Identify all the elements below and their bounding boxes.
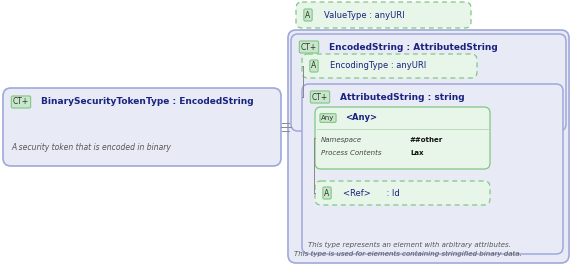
Text: EncodedString : AttributedString: EncodedString : AttributedString (329, 43, 498, 51)
FancyBboxPatch shape (291, 34, 566, 131)
FancyBboxPatch shape (3, 88, 281, 166)
FancyBboxPatch shape (302, 54, 477, 78)
FancyBboxPatch shape (288, 30, 569, 263)
Text: Namespace: Namespace (321, 137, 362, 143)
FancyBboxPatch shape (302, 84, 563, 254)
Text: ValueType : anyURI: ValueType : anyURI (324, 10, 405, 20)
Text: Any: Any (321, 115, 335, 121)
Text: Process Contents: Process Contents (321, 150, 382, 156)
FancyBboxPatch shape (315, 181, 490, 205)
Text: This type is used for elements containing stringified binary data.: This type is used for elements containin… (294, 251, 522, 257)
Text: <Any>: <Any> (345, 114, 377, 122)
Text: A: A (324, 188, 329, 198)
Text: A security token that is encoded in binary: A security token that is encoded in bina… (11, 143, 171, 152)
FancyBboxPatch shape (315, 107, 490, 169)
FancyBboxPatch shape (296, 2, 471, 28)
Text: BinarySecurityTokenType : EncodedString: BinarySecurityTokenType : EncodedString (41, 98, 254, 106)
Text: EncodingType : anyURI: EncodingType : anyURI (330, 61, 426, 70)
Text: CT+: CT+ (312, 92, 328, 102)
Text: CT+: CT+ (13, 98, 29, 106)
Text: Lax: Lax (410, 150, 423, 156)
Text: This type represents an element with arbitrary attributes.: This type represents an element with arb… (308, 242, 511, 248)
Text: <Ref>      : Id: <Ref> : Id (343, 188, 400, 198)
Text: A: A (311, 61, 317, 70)
Text: CT+: CT+ (301, 43, 317, 51)
Text: A: A (305, 10, 311, 20)
Text: ##other: ##other (410, 137, 444, 143)
Text: AttributedString : string: AttributedString : string (340, 92, 465, 102)
